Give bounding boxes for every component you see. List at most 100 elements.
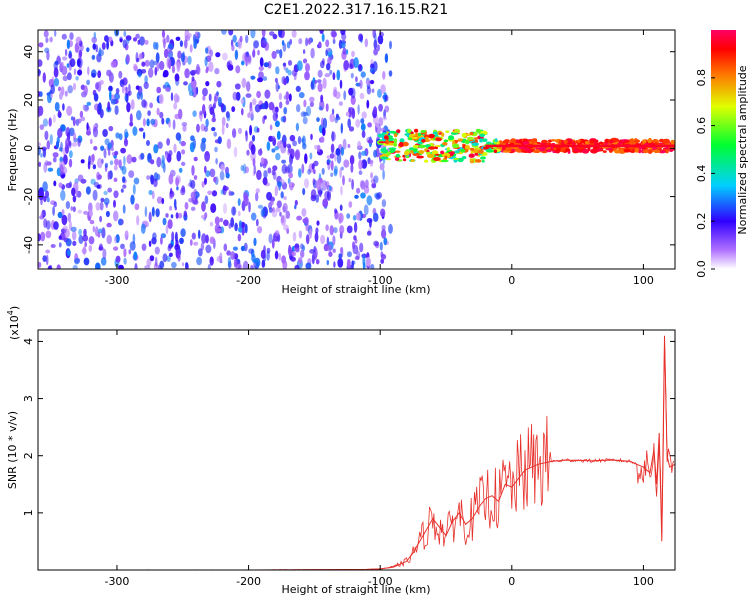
heatmap-cell — [595, 139, 599, 143]
heatmap-cell — [211, 127, 216, 132]
heatmap-cell — [113, 246, 119, 251]
heatmap-cell — [124, 95, 127, 101]
heatmap-cell — [329, 225, 334, 236]
heatmap-cell — [389, 140, 395, 144]
heatmap-cell — [237, 198, 241, 207]
heatmap-cell — [346, 258, 351, 268]
heatmap-cell — [260, 103, 267, 110]
heatmap-cell — [65, 238, 72, 247]
heatmap-cell — [359, 242, 364, 253]
heatmap-cell — [134, 263, 138, 269]
heatmap-cell — [266, 250, 270, 261]
heatmap-cell — [301, 137, 305, 143]
heatmap-cell — [350, 87, 356, 99]
heatmap-cell — [63, 154, 68, 165]
heatmap-cell — [199, 110, 203, 116]
heatmap-cell — [205, 118, 209, 128]
heatmap-cell — [136, 110, 142, 121]
heatmap-cell — [361, 111, 367, 119]
heatmap-cell — [93, 31, 97, 39]
heatmap-cell — [275, 152, 281, 161]
heatmap-cell — [494, 138, 498, 143]
heatmap-cell — [329, 69, 333, 75]
heatmap-cell — [140, 92, 143, 101]
heatmap-cell — [461, 156, 467, 160]
heatmap-cell — [330, 143, 335, 154]
heatmap-cell — [452, 143, 460, 149]
heatmap-cell — [175, 36, 181, 41]
heatmap-cell — [54, 101, 60, 112]
heatmap-cell — [432, 131, 438, 135]
heatmap-cell — [65, 201, 71, 209]
heatmap-cell — [370, 172, 373, 179]
heatmap-cell — [43, 195, 47, 203]
heatmap-cell — [343, 60, 350, 71]
x-tick-label: -200 — [236, 274, 261, 287]
heatmap-cell — [314, 144, 318, 150]
heatmap-cell — [371, 182, 377, 189]
heatmap-cell — [140, 152, 145, 160]
heatmap-cell — [128, 83, 131, 93]
heatmap-cell — [182, 124, 187, 132]
heatmap-cell — [453, 157, 459, 160]
x-tick-label: 100 — [633, 274, 654, 287]
heatmap-cell — [193, 156, 198, 162]
heatmap-cell — [330, 30, 337, 38]
heatmap-cell — [311, 163, 315, 170]
heatmap-cell — [211, 117, 216, 123]
heatmap-cell — [42, 118, 49, 127]
heatmap-cell — [232, 128, 237, 139]
snr-frame — [37, 329, 676, 571]
heatmap-cell — [307, 168, 311, 175]
heatmap-cell — [86, 79, 90, 86]
heatmap-cell — [156, 196, 163, 204]
heatmap-cell — [443, 139, 449, 143]
heatmap-cell — [319, 30, 324, 34]
heatmap-cell — [454, 150, 460, 154]
heatmap-cell — [251, 134, 256, 142]
heatmap-cell — [332, 248, 336, 253]
heatmap-cell — [334, 91, 341, 100]
heatmap-cell — [471, 142, 479, 146]
heatmap-cell — [546, 149, 552, 153]
heatmap-cell — [114, 236, 117, 244]
heatmap-cell — [330, 160, 334, 171]
heatmap-cell — [357, 104, 360, 115]
heatmap-cell — [412, 152, 420, 156]
heatmap-cell — [340, 122, 343, 134]
heatmap-cell — [77, 69, 83, 76]
heatmap-cell — [83, 210, 89, 215]
heatmap-cell — [228, 190, 231, 196]
heatmap-cell — [481, 160, 485, 163]
heatmap-cell — [200, 242, 205, 251]
heatmap-cell — [313, 160, 319, 167]
heatmap-cell — [351, 260, 354, 269]
heatmap-cell — [209, 168, 216, 178]
spectrogram-frame — [37, 29, 676, 270]
heatmap-cell — [108, 125, 114, 132]
heatmap-cell — [58, 182, 63, 188]
heatmap-cell — [317, 82, 323, 93]
heatmap-cell — [106, 40, 109, 50]
snr-series-line — [38, 335, 675, 570]
heatmap-cell — [366, 99, 370, 109]
heatmap-cell — [214, 146, 218, 153]
heatmap-cell — [53, 114, 56, 123]
heatmap-cell — [45, 249, 51, 254]
heatmap-cell — [345, 49, 349, 55]
heatmap-cell — [343, 90, 347, 101]
heatmap-cell — [289, 38, 293, 45]
heatmap-cell — [106, 234, 112, 245]
heatmap-cell — [528, 141, 532, 144]
heatmap-cell — [343, 159, 350, 168]
heatmap-cell — [144, 75, 148, 84]
heatmap-cell — [230, 251, 236, 260]
heatmap-cell — [381, 148, 387, 153]
heatmap-cell — [372, 212, 379, 222]
heatmap-cell — [287, 60, 293, 66]
heatmap-cell — [415, 132, 419, 137]
heatmap-cell — [316, 144, 321, 153]
heatmap-cell — [189, 44, 193, 53]
heatmap-cell — [333, 227, 338, 234]
heatmap-cell — [373, 106, 378, 115]
